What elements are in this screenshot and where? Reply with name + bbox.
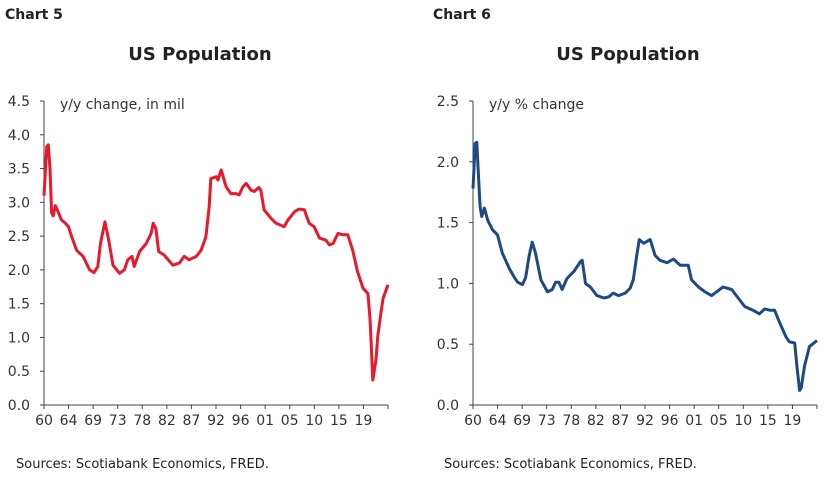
chart-6-series-line xyxy=(471,140,818,392)
chart-6-y-tick-label: 2.0 xyxy=(437,155,459,171)
chart-5-y-tick-label: 4.5 xyxy=(8,94,30,110)
chart-6-y-tick-label: 1.5 xyxy=(437,216,459,232)
chart-5-source: Sources: Scotiabank Economics, FRED. xyxy=(16,457,269,472)
chart-5-x-tick-label: 64 xyxy=(60,413,78,429)
chart-6-x-tick-label: 78 xyxy=(562,413,580,429)
chart-5-y-tick-label: 1.5 xyxy=(8,297,30,313)
chart-5-label: Chart 5 xyxy=(5,7,63,23)
chart-6-x-tick-label: 10 xyxy=(734,413,752,429)
chart-6-source: Sources: Scotiabank Economics, FRED. xyxy=(444,457,697,472)
chart-5-x-tick-label: 19 xyxy=(355,413,373,429)
chart-6-x-tick-label: 15 xyxy=(759,413,777,429)
chart-6-y-tick-label: 2.5 xyxy=(437,94,459,110)
chart-5-title: US Population xyxy=(128,44,272,65)
chart-5-x-tick-label: 10 xyxy=(305,413,323,429)
chart-5-x-tick-label: 92 xyxy=(207,413,225,429)
chart-6-x-tick-label: 64 xyxy=(489,413,507,429)
chart-6-x-tick-label: 60 xyxy=(464,413,482,429)
chart-6-y-tick-label: 0.0 xyxy=(437,398,459,414)
chart-5-series-line xyxy=(42,143,390,382)
chart-6-x-tick-label: 05 xyxy=(710,413,728,429)
chart-5-y-tick-label: 3.0 xyxy=(8,195,30,211)
chart-6-x-tick-label: 92 xyxy=(636,413,654,429)
chart-5-x-tick-label: 96 xyxy=(232,413,250,429)
chart-6-x-tick-label: 82 xyxy=(587,413,605,429)
chart-5-x-tick-label: 15 xyxy=(330,413,348,429)
chart-6-x-tick-label: 73 xyxy=(538,413,556,429)
chart-5-y-tick-label: 3.5 xyxy=(8,162,30,178)
chart-5-y-tick-label: 4.0 xyxy=(8,128,30,144)
chart-5-x-tick-label: 73 xyxy=(109,413,127,429)
chart-5-x-tick-label: 69 xyxy=(84,413,102,429)
chart-5-y-axis-label: y/y change, in mil xyxy=(60,97,185,113)
chart-6-y-tick-label: 1.0 xyxy=(437,276,459,292)
chart-6-x-tick-label: 01 xyxy=(685,413,703,429)
chart-5-x-tick-label: 82 xyxy=(158,413,176,429)
chart-5-x-tick-label: 01 xyxy=(256,413,274,429)
chart-6-x-tick-label: 69 xyxy=(513,413,531,429)
chart-5-y-tick-label: 0.0 xyxy=(8,398,30,414)
chart-5-x-tick-label: 05 xyxy=(281,413,299,429)
chart-5-y-tick-label: 0.5 xyxy=(8,364,30,380)
chart-5-y-tick-label: 1.0 xyxy=(8,330,30,346)
chart-6-y-axis-label: y/y % change xyxy=(489,97,584,113)
chart-6-x-tick-label: 96 xyxy=(661,413,679,429)
chart-6-label: Chart 6 xyxy=(433,7,491,23)
chart-5-x-tick-label: 87 xyxy=(183,413,201,429)
chart-5-y-tick-label: 2.0 xyxy=(8,263,30,279)
chart-6-x-tick-label: 87 xyxy=(612,413,630,429)
chart-6-y-tick-label: 0.5 xyxy=(437,337,459,353)
chart-5-x-tick-label: 60 xyxy=(35,413,53,429)
chart-6-x-tick-label: 19 xyxy=(784,413,802,429)
chart-5-y-tick-label: 2.5 xyxy=(8,229,30,245)
chart-6-title: US Population xyxy=(556,44,700,65)
chart-5-x-tick-label: 78 xyxy=(133,413,151,429)
